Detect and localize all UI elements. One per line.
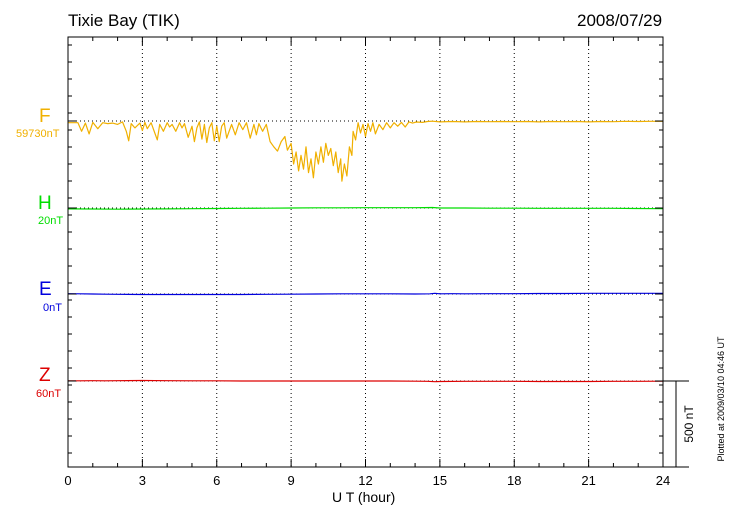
- series-line-h: [67, 206, 664, 210]
- series-label-e: E: [39, 279, 52, 300]
- x-tick-label: 18: [507, 473, 521, 488]
- chart-title: Tixie Bay (TIK): [68, 11, 180, 30]
- x-tick-label: 15: [433, 473, 447, 488]
- x-tick-label: 21: [581, 473, 595, 488]
- x-tick-label: 12: [358, 473, 372, 488]
- x-tick-label: 3: [139, 473, 146, 488]
- series-baseline-e: 0nT: [43, 302, 62, 314]
- series-label-h: H: [38, 193, 52, 214]
- x-tick-label: 6: [213, 473, 220, 488]
- series-baseline-z: 60nT: [36, 388, 62, 400]
- x-tick-label: 24: [656, 473, 670, 488]
- x-axis-label: U T (hour): [332, 489, 396, 505]
- series-line-z: [68, 379, 664, 383]
- series-label-f: F: [39, 106, 51, 127]
- x-tick-label: 0: [64, 473, 71, 488]
- series-line-f: [68, 120, 663, 182]
- series-baseline-f: 59730nT: [16, 128, 60, 140]
- series-label-z: Z: [39, 365, 51, 386]
- series-baseline-h: 20nT: [38, 215, 64, 227]
- series-line-e: [67, 292, 663, 296]
- chart-date: 2008/07/29: [577, 11, 663, 30]
- x-tick-label: 9: [288, 473, 295, 488]
